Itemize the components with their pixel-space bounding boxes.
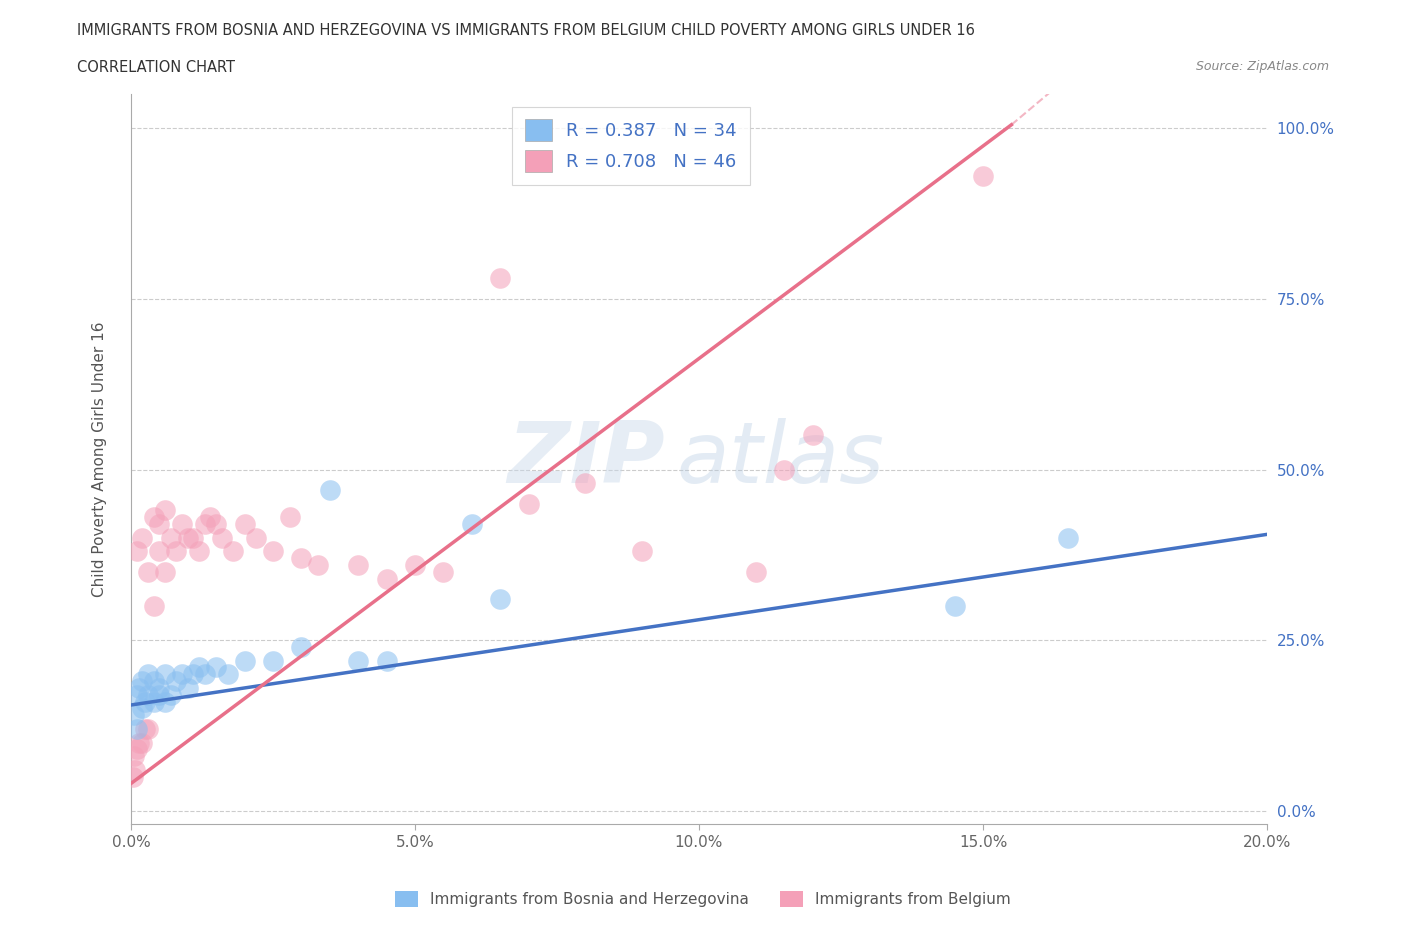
Text: CORRELATION CHART: CORRELATION CHART xyxy=(77,60,235,75)
Point xyxy=(943,599,966,614)
Point xyxy=(262,653,284,668)
Point xyxy=(188,544,211,559)
Point xyxy=(233,517,256,532)
Point xyxy=(205,660,228,675)
Point xyxy=(432,565,454,579)
Point xyxy=(148,544,170,559)
Point xyxy=(128,681,150,696)
Point xyxy=(131,673,153,688)
Legend: Immigrants from Bosnia and Herzegovina, Immigrants from Belgium: Immigrants from Bosnia and Herzegovina, … xyxy=(389,884,1017,913)
Point xyxy=(165,544,187,559)
Point xyxy=(170,667,193,682)
Point xyxy=(148,517,170,532)
Point xyxy=(290,640,312,655)
Point xyxy=(347,558,370,573)
Point xyxy=(122,708,145,723)
Point xyxy=(153,694,176,709)
Point xyxy=(375,653,398,668)
Y-axis label: Child Poverty Among Girls Under 16: Child Poverty Among Girls Under 16 xyxy=(93,322,107,597)
Point xyxy=(136,687,159,702)
Point xyxy=(404,558,426,573)
Point xyxy=(461,517,484,532)
Text: Source: ZipAtlas.com: Source: ZipAtlas.com xyxy=(1195,60,1329,73)
Point xyxy=(125,722,148,737)
Point xyxy=(142,694,165,709)
Point xyxy=(136,722,159,737)
Point xyxy=(134,722,156,737)
Point xyxy=(188,660,211,675)
Point xyxy=(307,558,329,573)
Point xyxy=(319,483,342,498)
Point xyxy=(177,530,200,545)
Point xyxy=(489,271,512,286)
Point xyxy=(745,565,768,579)
Point xyxy=(233,653,256,668)
Point xyxy=(165,673,187,688)
Point xyxy=(153,565,176,579)
Point xyxy=(290,551,312,565)
Point xyxy=(801,428,824,443)
Point xyxy=(148,687,170,702)
Point xyxy=(489,591,512,606)
Legend: R = 0.387   N = 34, R = 0.708   N = 46: R = 0.387 N = 34, R = 0.708 N = 46 xyxy=(512,107,749,185)
Point xyxy=(159,530,181,545)
Point xyxy=(131,530,153,545)
Point xyxy=(222,544,245,559)
Point xyxy=(262,544,284,559)
Point xyxy=(177,681,200,696)
Point xyxy=(153,503,176,518)
Point xyxy=(194,517,217,532)
Point xyxy=(972,168,994,183)
Text: ZIP: ZIP xyxy=(508,418,665,500)
Point xyxy=(574,476,596,491)
Point xyxy=(194,667,217,682)
Point xyxy=(121,769,143,784)
Point xyxy=(131,701,153,716)
Point xyxy=(631,544,654,559)
Point xyxy=(170,517,193,532)
Point xyxy=(136,667,159,682)
Point xyxy=(773,462,796,477)
Point xyxy=(136,565,159,579)
Point xyxy=(211,530,233,545)
Point xyxy=(142,510,165,525)
Text: IMMIGRANTS FROM BOSNIA AND HERZEGOVINA VS IMMIGRANTS FROM BELGIUM CHILD POVERTY : IMMIGRANTS FROM BOSNIA AND HERZEGOVINA V… xyxy=(77,23,976,38)
Point xyxy=(142,673,165,688)
Point xyxy=(125,687,148,702)
Point xyxy=(159,687,181,702)
Point xyxy=(183,667,205,682)
Point xyxy=(153,667,176,682)
Point xyxy=(278,510,301,525)
Point xyxy=(375,571,398,586)
Point xyxy=(200,510,222,525)
Text: atlas: atlas xyxy=(676,418,884,500)
Point xyxy=(217,667,239,682)
Point xyxy=(205,517,228,532)
Point xyxy=(183,530,205,545)
Point xyxy=(128,735,150,750)
Point xyxy=(347,653,370,668)
Point xyxy=(245,530,267,545)
Point xyxy=(124,763,146,777)
Point xyxy=(134,694,156,709)
Point xyxy=(125,544,148,559)
Point xyxy=(142,599,165,614)
Point xyxy=(122,749,145,764)
Point xyxy=(148,681,170,696)
Point xyxy=(125,742,148,757)
Point xyxy=(1057,530,1080,545)
Point xyxy=(131,735,153,750)
Point xyxy=(517,497,540,512)
